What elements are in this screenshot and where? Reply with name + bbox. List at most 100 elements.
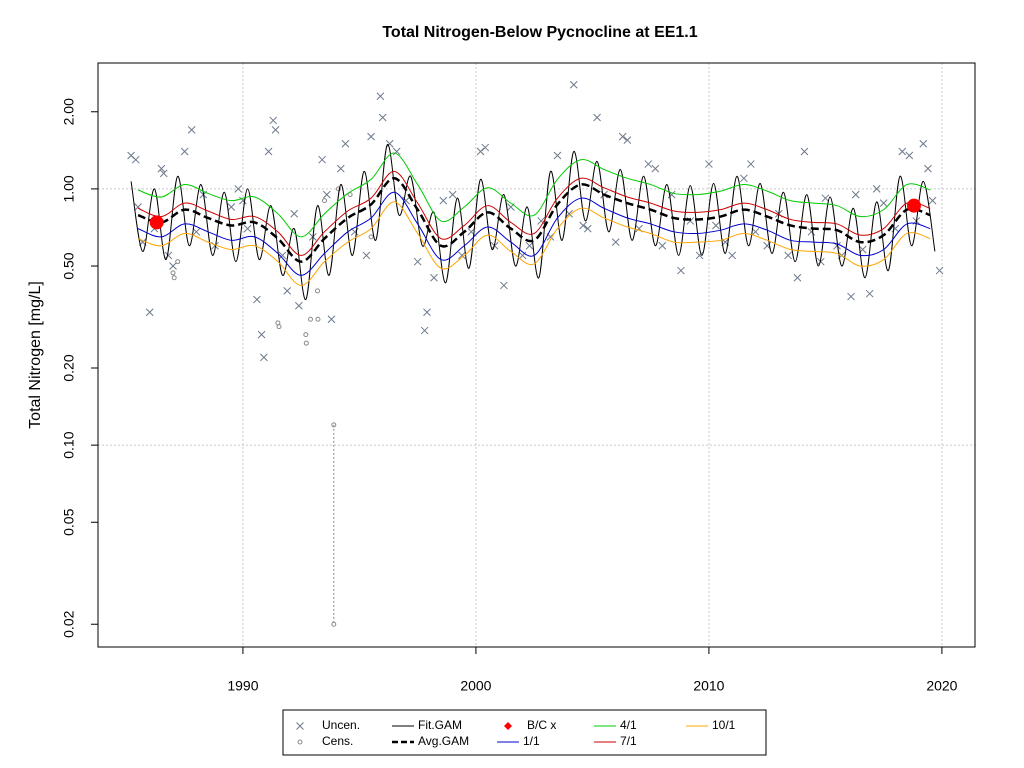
data-point (227, 203, 236, 211)
data-point (651, 164, 660, 173)
censored-marker (175, 259, 181, 265)
data-point (159, 169, 168, 178)
censored-point (331, 422, 337, 627)
data-point (260, 353, 268, 362)
data-point (149, 215, 164, 230)
data-point (658, 241, 667, 250)
data-point (740, 174, 748, 183)
series-line (137, 177, 931, 263)
grid (98, 63, 975, 647)
censored-marker (314, 288, 320, 294)
censored-point (368, 234, 374, 240)
data-point (157, 164, 166, 173)
x-tick-label: 2020 (926, 678, 957, 694)
data-point (283, 287, 292, 295)
legend-symbol (296, 722, 304, 730)
censored-marker (368, 234, 374, 240)
data-point (264, 147, 273, 156)
data-point (695, 251, 704, 260)
data-point (169, 262, 177, 270)
data-point (518, 251, 527, 260)
axes: 1990 2000 2010 2020 2.00 1.00 0.50 0.20 0.10 0.05… (61, 98, 958, 694)
data-point (322, 190, 331, 199)
data-point (906, 198, 921, 213)
data-point (705, 160, 713, 168)
y-tick-label: 0.50 (61, 252, 77, 279)
data-point (430, 273, 438, 282)
data-point (448, 190, 457, 199)
censored-point (335, 186, 341, 192)
series-line (137, 152, 931, 238)
plot-area (127, 80, 944, 627)
data-point (712, 221, 720, 230)
data-point (525, 241, 534, 250)
data-point (423, 308, 431, 317)
data-point (420, 326, 429, 335)
censored-point (321, 198, 327, 204)
censored-marker (170, 270, 176, 276)
chart-title: Total Nitrogen-Below Pycnocline at EE1.1 (382, 24, 697, 41)
censored-marker (347, 192, 353, 198)
y-tick-label: 0.20 (61, 354, 77, 381)
censored-marker (315, 316, 321, 322)
legend-label: Avg.GAM (418, 734, 469, 748)
data-point (935, 266, 944, 275)
legend-label: B/C x (527, 718, 556, 732)
censored-point (307, 316, 313, 322)
data-point (318, 155, 326, 164)
data-point (800, 147, 809, 156)
data-point (131, 155, 140, 164)
data-point (439, 196, 448, 205)
data-point (579, 221, 587, 230)
legend-label: Uncen. (322, 718, 360, 732)
data-point (583, 224, 592, 233)
data-point (593, 113, 601, 122)
data-point (919, 139, 928, 148)
data-point (294, 301, 303, 310)
data-point (747, 160, 755, 168)
censored-point (170, 270, 176, 276)
censored-marker (303, 332, 309, 338)
data-point (145, 308, 154, 317)
data-point (677, 266, 685, 275)
data-point (618, 132, 627, 141)
data-point (180, 147, 189, 156)
data-point (192, 227, 201, 236)
data-point (816, 257, 825, 266)
censored-point (314, 288, 320, 294)
data-point (623, 136, 632, 144)
data-point (611, 238, 620, 246)
plot-frame (97, 62, 976, 648)
legend-label: 10/1 (712, 718, 736, 732)
data-point (378, 113, 387, 122)
censored-point (347, 192, 353, 198)
data-point (257, 330, 266, 339)
legend-label: Cens. (322, 734, 353, 748)
data-point (234, 185, 243, 193)
censored-marker (307, 316, 313, 322)
data-point (879, 199, 888, 207)
data-point (392, 147, 401, 156)
data-point (271, 126, 280, 134)
legend-box (282, 709, 767, 756)
y-tick-label: 0.02 (61, 610, 77, 637)
data-point (872, 185, 881, 193)
legend-label: 7/1 (620, 734, 637, 748)
data-point (278, 251, 287, 260)
data-point (500, 281, 508, 290)
y-tick-label: 0.10 (61, 431, 77, 458)
data-point (928, 196, 937, 205)
y-tick-label: 0.05 (61, 508, 77, 535)
data-point (336, 164, 345, 173)
legend-label: 1/1 (523, 734, 540, 748)
data-point (476, 147, 485, 156)
censored-point (315, 316, 321, 322)
data-point (847, 292, 855, 301)
censored-marker (321, 198, 327, 204)
series-line (137, 170, 931, 256)
censored-point (175, 259, 181, 265)
data-point (413, 257, 422, 266)
data-point (553, 151, 562, 160)
y-axis-label: Total Nitrogen [mg/L] (27, 281, 44, 429)
